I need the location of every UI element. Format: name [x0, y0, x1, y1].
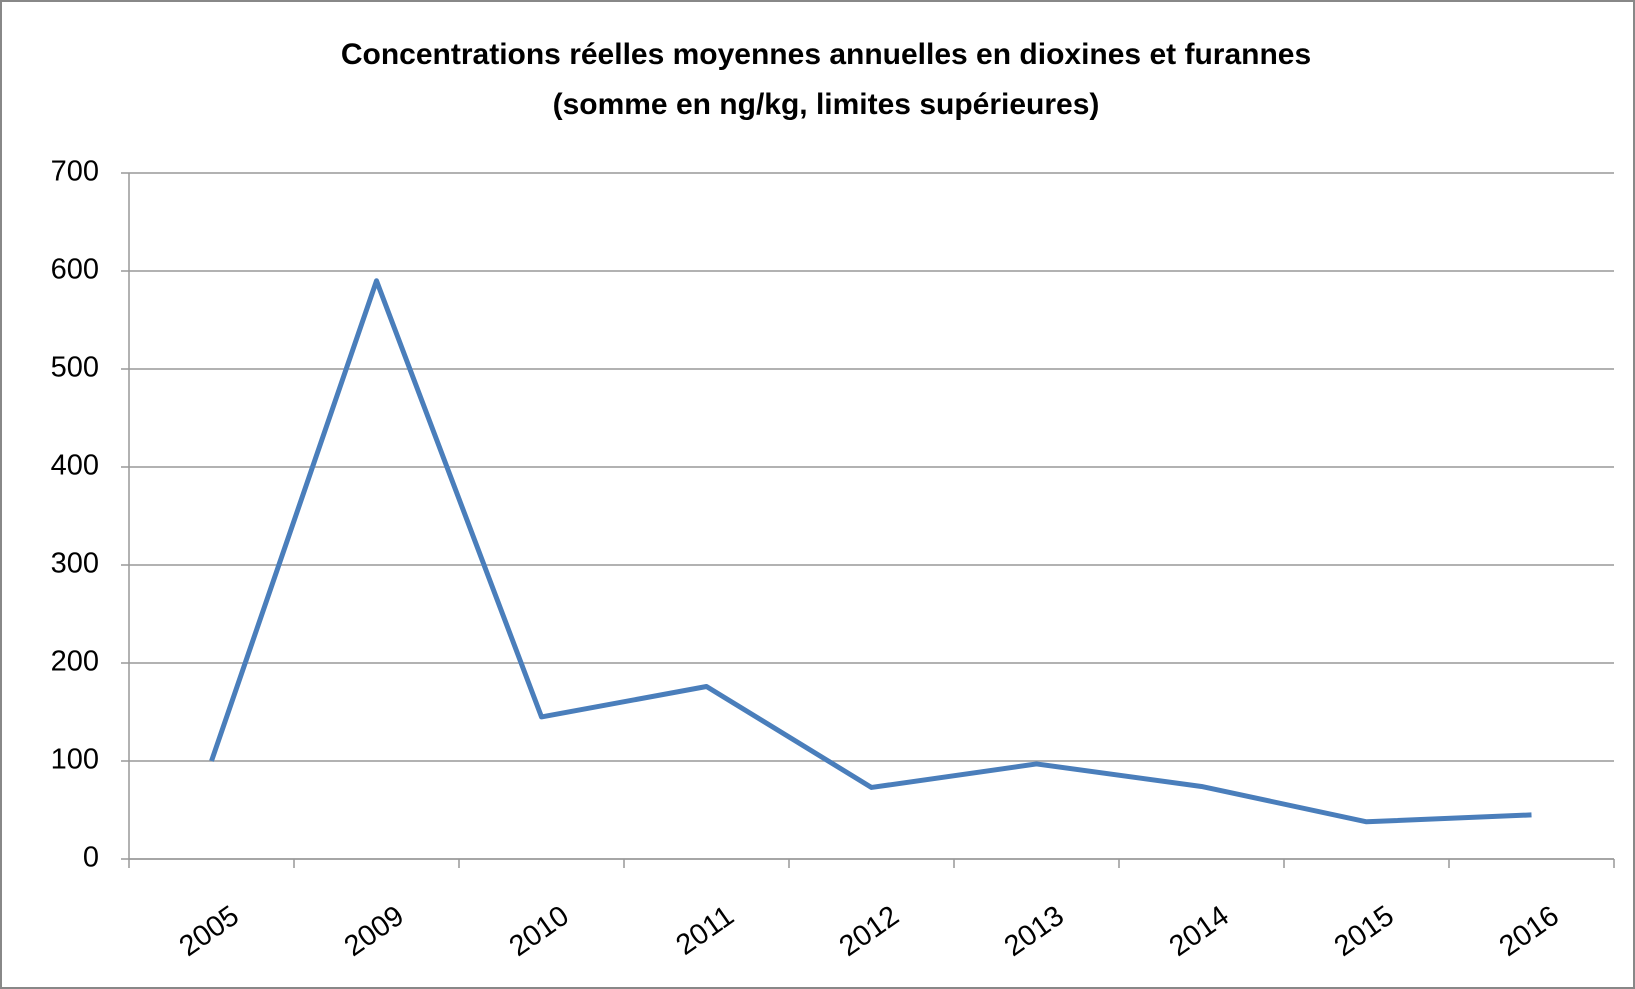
- y-tick-label: 400: [51, 450, 99, 482]
- y-tick-label: 300: [51, 548, 99, 580]
- chart-title: Concentrations réelles moyennes annuelle…: [341, 38, 1311, 71]
- y-tick-label: 500: [51, 352, 99, 384]
- y-tick-label: 600: [51, 254, 99, 286]
- y-tick-label: 700: [51, 156, 99, 188]
- y-tick-label: 200: [51, 646, 99, 678]
- y-tick-label: 0: [83, 842, 99, 874]
- data-line: [209, 278, 1532, 825]
- chart-subtitle: (somme en ng/kg, limites supérieures): [553, 88, 1100, 121]
- y-tick-label: 100: [51, 744, 99, 776]
